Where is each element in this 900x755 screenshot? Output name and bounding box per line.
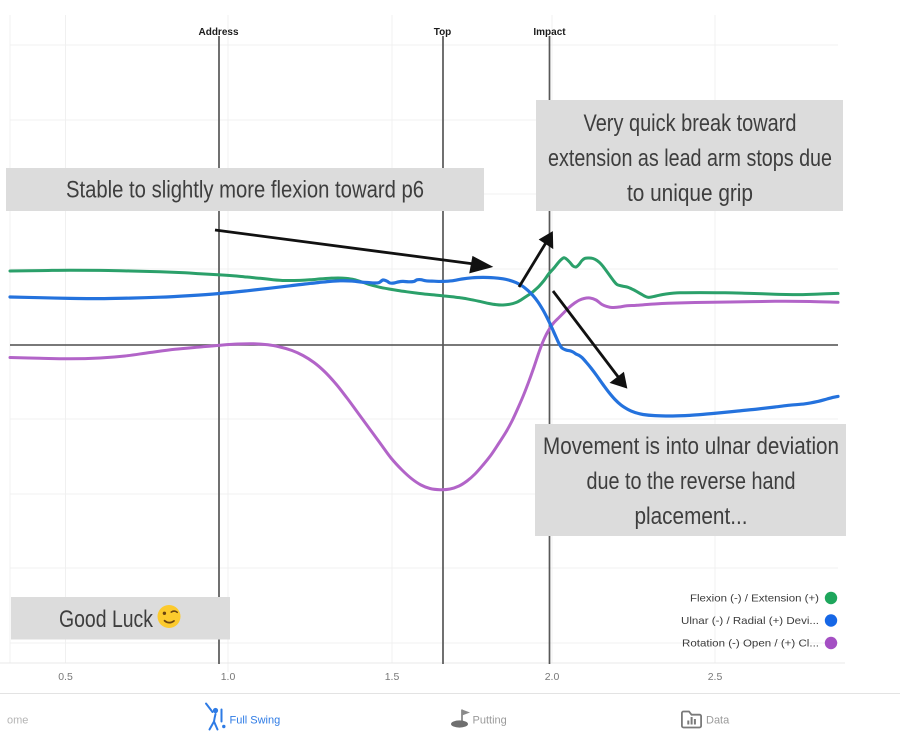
svg-text:Data: Data (706, 715, 730, 727)
svg-text:Top: Top (434, 27, 452, 38)
svg-text:1.5: 1.5 (385, 671, 400, 683)
svg-text:2.5: 2.5 (708, 671, 723, 683)
svg-text:due to the reverse hand: due to the reverse hand (587, 468, 796, 495)
svg-text:Impact: Impact (533, 27, 566, 38)
svg-text:Stable to slightly more flexio: Stable to slightly more flexion toward p… (66, 177, 424, 204)
svg-text:Movement is into ulnar deviati: Movement is into ulnar deviation (543, 433, 839, 460)
svg-text:ome: ome (7, 715, 28, 727)
svg-text:Ulnar (-) / Radial (+) Devi...: Ulnar (-) / Radial (+) Devi... (681, 615, 819, 627)
svg-text:Flexion (-) / Extension (+): Flexion (-) / Extension (+) (690, 593, 819, 605)
svg-text:Good Luck: Good Luck (59, 606, 154, 633)
svg-text:Full Swing: Full Swing (230, 715, 281, 727)
svg-text:Putting: Putting (473, 715, 507, 727)
svg-text:0.5: 0.5 (58, 671, 73, 683)
svg-text:extension as lead arm stops du: extension as lead arm stops due (548, 145, 832, 172)
svg-text:Rotation (-) Open / (+) Cl...: Rotation (-) Open / (+) Cl... (682, 638, 819, 650)
svg-text:Very quick break toward: Very quick break toward (584, 110, 797, 137)
svg-text:1.0: 1.0 (221, 671, 236, 683)
svg-text:placement...: placement... (635, 503, 748, 530)
svg-text:2.0: 2.0 (545, 671, 560, 683)
svg-text:Address: Address (198, 27, 238, 38)
svg-text:to unique grip: to unique grip (627, 180, 753, 207)
